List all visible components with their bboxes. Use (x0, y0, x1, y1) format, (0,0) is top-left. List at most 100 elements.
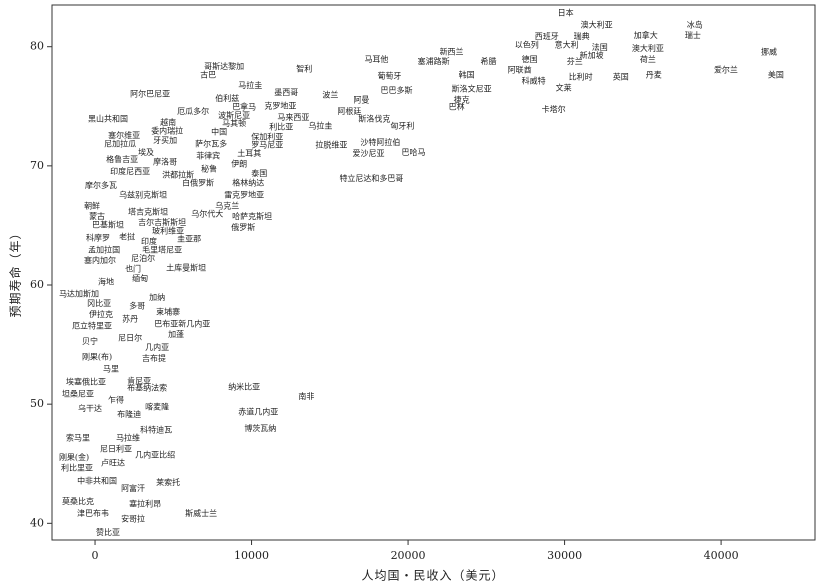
point-label: 马拉圭 (238, 80, 262, 90)
point-label: 科特迪瓦 (140, 424, 172, 434)
point-label: 中非共和国 (77, 476, 117, 486)
point-label: 越南 (160, 117, 176, 127)
point-label: 津巴布韦 (77, 508, 109, 518)
point-label: 法国 (592, 42, 608, 52)
point-label: 几内亚 (145, 342, 169, 352)
x-tick-label: 0 (92, 549, 99, 562)
point-label: 几内亚比绍 (135, 449, 175, 459)
point-label: 英国 (613, 72, 629, 82)
point-label: 乌拉圭 (308, 121, 332, 131)
point-label: 加拿大 (634, 30, 658, 40)
point-label: 塔吉克斯坦 (128, 206, 168, 216)
x-axis-label: 人均国・民收入（美元） (361, 569, 504, 583)
point-label: 南非 (298, 391, 314, 401)
point-label: 巴拿马 (232, 101, 256, 111)
point-label: 黑山共和国 (88, 113, 128, 123)
point-label: 玻利维亚 (152, 225, 184, 235)
point-label: 摩洛哥 (153, 156, 177, 166)
point-label: 俄罗斯 (231, 222, 255, 232)
point-label: 洪都拉斯 (162, 169, 194, 179)
point-label: 文莱 (556, 82, 572, 92)
point-label: 埃塞俄比亚 (66, 377, 106, 387)
point-label: 意大利 (555, 40, 579, 50)
point-label: 尼泊尔 (131, 253, 155, 263)
point-label: 雷克罗地亚 (224, 190, 264, 200)
point-label: 柬埔寨 (156, 306, 180, 316)
point-label: 罗马尼亚 (251, 141, 283, 150)
point-label: 克罗地亚 (264, 100, 296, 110)
y-tick-label: 60 (30, 278, 44, 291)
point-label: 挪威 (761, 47, 777, 57)
point-label: 毛里塔尼亚 (142, 244, 182, 254)
point-label: 莱索托 (156, 477, 180, 487)
point-label: 哈萨克斯坦 (232, 211, 272, 221)
y-tick-label: 50 (30, 397, 44, 410)
x-tick-label: 10000 (234, 549, 269, 562)
point-label: 朝鲜 (84, 200, 100, 210)
point-label: 科威特 (522, 75, 546, 85)
point-label: 格林纳达 (232, 178, 264, 188)
point-label: 尼日利亚 (100, 443, 132, 453)
point-label: 瑞典 (574, 31, 590, 41)
point-label: 蒙古 (89, 211, 105, 221)
point-label: 丹麦 (646, 69, 662, 79)
point-label: 卡塔尔 (542, 104, 566, 114)
point-label: 吉布提 (142, 353, 166, 363)
point-label: 苏丹 (122, 314, 138, 324)
point-label: 利比亚 (269, 122, 293, 132)
point-label: 也门 (125, 264, 141, 274)
point-label: 海地 (98, 277, 114, 287)
point-label: 冰岛 (687, 19, 703, 29)
point-label: 尼加拉瓜 (104, 138, 136, 148)
point-label: 卢旺达 (101, 458, 125, 468)
point-label: 埃及 (138, 147, 154, 157)
point-label: 摩尔多瓦 (85, 180, 117, 190)
point-label: 巴林 (449, 101, 465, 111)
point-label: 芬兰 (567, 56, 583, 66)
point-label: 阿根廷 (337, 106, 361, 116)
point-label: 纳米比亚 (228, 381, 260, 391)
point-label: 斯洛伐克 (358, 113, 390, 123)
point-label: 沙特阿拉伯 (360, 137, 400, 147)
point-label: 老挝 (119, 231, 135, 241)
point-label: 肯尼亚 (127, 376, 151, 386)
y-tick-label: 70 (30, 159, 44, 172)
point-label: 比利时 (569, 72, 593, 82)
point-label: 博茨瓦纳 (244, 423, 276, 433)
point-label: 秘鲁 (201, 163, 217, 173)
point-label: 伊朗 (231, 159, 247, 169)
plot-frame (51, 4, 816, 541)
point-label: 阿曼 (353, 95, 369, 104)
point-label: 乍得 (108, 395, 124, 405)
point-label: 赞比亚 (96, 527, 120, 537)
point-label: 菲律宾 (196, 150, 220, 160)
point-label: 伊拉克 (89, 309, 113, 319)
point-label: 泰国 (251, 168, 267, 178)
y-axis-label: 预期寿命（年） (8, 226, 23, 317)
point-label: 孟加拉国 (88, 244, 120, 254)
point-label: 马里 (103, 365, 119, 374)
point-label: 利比里亚 (61, 463, 93, 473)
point-label: 德国 (522, 54, 538, 64)
point-label: 波斯尼亚 (218, 110, 250, 120)
point-label: 阿尔巴尼亚 (130, 88, 170, 98)
point-label: 加纳 (149, 292, 165, 302)
point-label: 缅甸 (132, 273, 148, 283)
point-label: 刚果(布) (82, 352, 112, 362)
point-label: 印度 (141, 236, 157, 246)
point-label: 安哥拉 (121, 514, 145, 524)
point-label: 委内瑞拉 (151, 125, 183, 135)
point-label: 瑞士 (685, 30, 701, 40)
point-label: 荷兰 (640, 54, 656, 64)
point-label: 新西兰 (440, 47, 464, 57)
point-label: 智利 (296, 63, 312, 73)
point-label: 斯洛文尼亚 (452, 84, 492, 94)
point-label: 赤道几内亚 (238, 407, 278, 417)
point-label: 塞内加尔 (84, 255, 116, 265)
point-label: 伯利兹 (215, 93, 239, 103)
point-label: 斯威士兰 (185, 508, 217, 518)
point-label: 马耳他 (364, 54, 388, 64)
point-label: 多哥 (129, 300, 145, 310)
point-label: 乌尔代大 (191, 209, 223, 219)
